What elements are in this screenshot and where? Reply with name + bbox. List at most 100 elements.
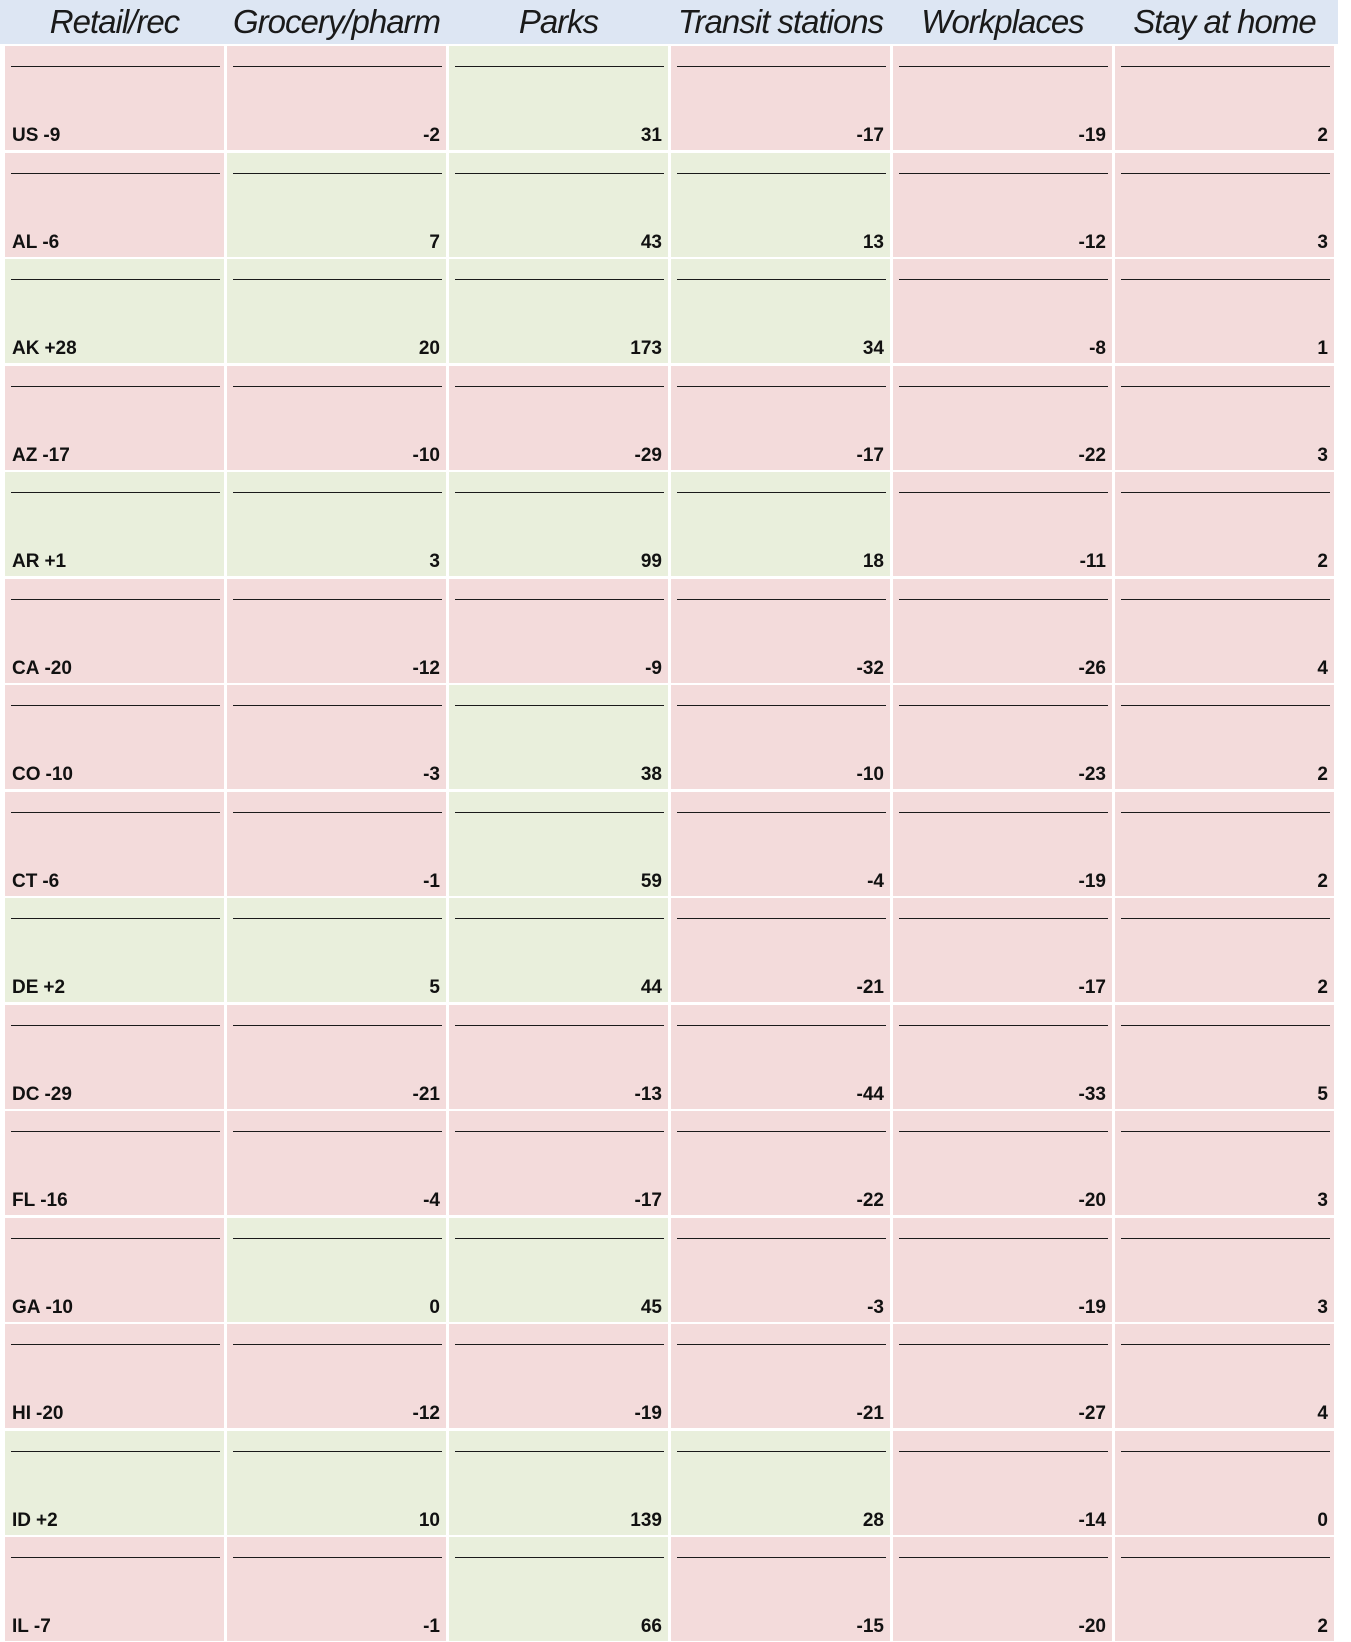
value: -26 bbox=[1078, 657, 1106, 679]
baseline bbox=[233, 1344, 442, 1345]
value: 7 bbox=[429, 231, 440, 253]
baseline bbox=[11, 598, 220, 600]
cell: -3 bbox=[671, 1217, 890, 1322]
baseline bbox=[899, 279, 1108, 280]
baseline bbox=[1121, 172, 1330, 174]
value: -1 bbox=[423, 870, 440, 892]
baseline bbox=[899, 598, 1108, 600]
baseline bbox=[233, 279, 442, 280]
baseline bbox=[1121, 1131, 1330, 1132]
value: 38 bbox=[640, 764, 662, 785]
cell: -29 bbox=[449, 365, 668, 470]
value: +2 bbox=[43, 977, 66, 998]
value: -3 bbox=[867, 1296, 884, 1318]
cell: 5 bbox=[1115, 1004, 1334, 1109]
region: CO bbox=[12, 764, 41, 785]
baseline bbox=[455, 811, 664, 813]
baseline bbox=[455, 1237, 664, 1239]
value: -19 bbox=[1078, 1296, 1106, 1318]
baseline bbox=[1121, 385, 1330, 387]
baseline bbox=[11, 279, 220, 280]
value: 0 bbox=[1317, 1509, 1328, 1531]
baseline bbox=[455, 385, 664, 387]
baseline bbox=[677, 1237, 886, 1239]
value: 139 bbox=[630, 1509, 662, 1531]
cell: 1 bbox=[1115, 259, 1334, 363]
baseline bbox=[677, 1450, 886, 1452]
cell: -19 bbox=[893, 46, 1112, 150]
baseline bbox=[899, 1557, 1108, 1558]
baseline bbox=[1121, 66, 1330, 67]
value: -2 bbox=[423, 125, 440, 146]
value: -12 bbox=[1078, 231, 1106, 253]
cell: 38 bbox=[449, 685, 668, 789]
cell: -17 bbox=[893, 898, 1112, 1002]
baseline bbox=[11, 172, 220, 174]
cell: -19 bbox=[893, 791, 1112, 896]
cell: -23 bbox=[893, 685, 1112, 789]
value: 45 bbox=[640, 1296, 662, 1318]
cell: -22 bbox=[893, 365, 1112, 470]
cell: -15 bbox=[671, 1537, 890, 1641]
value: -3 bbox=[423, 764, 440, 785]
value: -9 bbox=[645, 657, 662, 679]
column-header: Grocery/pharm bbox=[232, 3, 441, 40]
value: -4 bbox=[867, 870, 884, 892]
value: -17 bbox=[42, 444, 70, 466]
cell: -26 bbox=[893, 578, 1112, 683]
value: 34 bbox=[862, 338, 884, 359]
column-header: Parks bbox=[518, 3, 599, 40]
value: -10 bbox=[412, 444, 440, 466]
baseline bbox=[1121, 1237, 1330, 1239]
cell: 2 bbox=[1115, 46, 1334, 150]
value: -11 bbox=[1079, 551, 1106, 572]
row-label: GA -10 bbox=[12, 1297, 73, 1319]
value: 5 bbox=[1317, 1083, 1328, 1105]
baseline bbox=[1121, 1450, 1330, 1452]
cell: 45 bbox=[449, 1217, 668, 1322]
value: -20 bbox=[44, 657, 72, 679]
value: -19 bbox=[1078, 125, 1106, 146]
column-header: Workplaces bbox=[921, 3, 1084, 40]
value: -22 bbox=[856, 1190, 884, 1211]
baseline bbox=[455, 1344, 664, 1345]
value: 44 bbox=[640, 977, 662, 998]
cell: -10 bbox=[227, 365, 446, 470]
value: 4 bbox=[1317, 1403, 1328, 1424]
value: -10 bbox=[45, 764, 73, 785]
cell: -19 bbox=[893, 1217, 1112, 1322]
value: 3 bbox=[1317, 1296, 1328, 1318]
baseline bbox=[233, 492, 442, 493]
region: AK bbox=[12, 338, 40, 359]
value: -1 bbox=[423, 1616, 440, 1637]
baseline bbox=[1121, 279, 1330, 280]
cell: 173 bbox=[449, 259, 668, 363]
cell: -20 bbox=[893, 1111, 1112, 1215]
value: -17 bbox=[856, 444, 884, 466]
row-label: AZ -17 bbox=[12, 445, 70, 467]
baseline bbox=[899, 492, 1108, 493]
column-header: Transit stations bbox=[677, 3, 884, 40]
baseline bbox=[455, 172, 664, 174]
baseline bbox=[677, 279, 886, 280]
baseline bbox=[233, 1450, 442, 1452]
value: -29 bbox=[634, 444, 662, 466]
cell: -1 bbox=[227, 791, 446, 896]
baseline bbox=[233, 66, 442, 67]
cell: -21 bbox=[671, 898, 890, 1002]
value: -6 bbox=[42, 870, 60, 892]
value: -19 bbox=[1078, 870, 1106, 892]
cell: -27 bbox=[893, 1324, 1112, 1428]
row-label: FL -16 bbox=[12, 1190, 68, 1212]
value: 2 bbox=[1317, 764, 1328, 785]
baseline bbox=[1121, 598, 1330, 600]
region: DC bbox=[12, 1083, 40, 1105]
value: +28 bbox=[44, 338, 77, 359]
baseline bbox=[455, 918, 664, 919]
cell: 3 bbox=[1115, 152, 1334, 257]
cell: FL -16 bbox=[5, 1111, 224, 1215]
cell: 13 bbox=[671, 152, 890, 257]
cell: 5 bbox=[227, 898, 446, 1002]
row-label: CT -6 bbox=[12, 871, 59, 893]
cell: -1 bbox=[227, 1537, 446, 1641]
